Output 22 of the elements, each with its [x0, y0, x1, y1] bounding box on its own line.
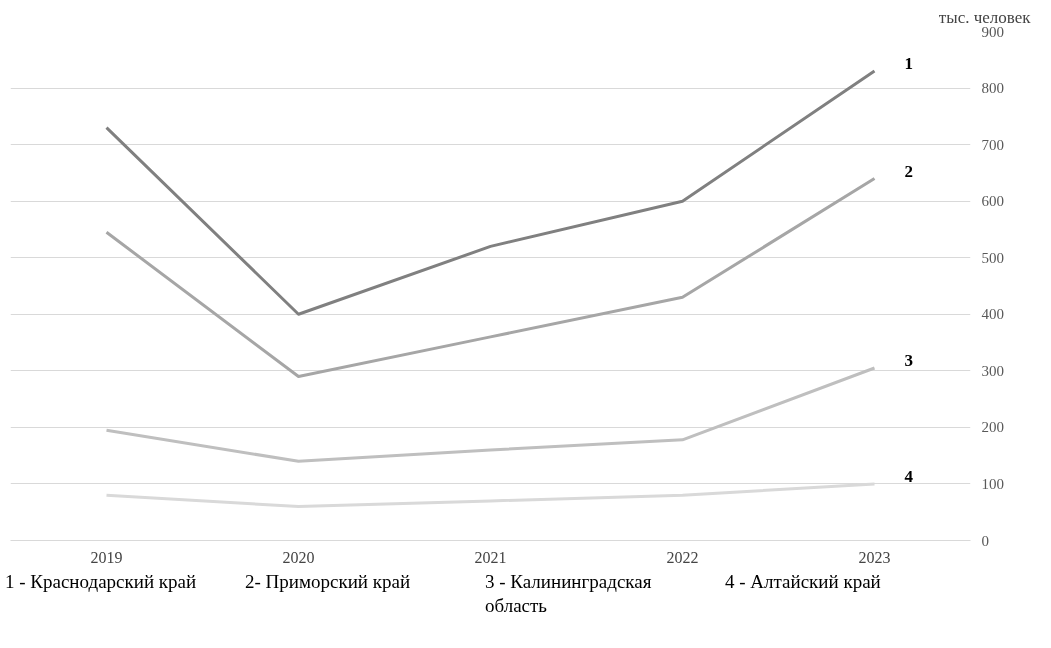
y-tick-label: 300	[981, 362, 1004, 379]
y-tick-label: 400	[981, 306, 1004, 323]
x-tick-label: 2021	[474, 548, 507, 566]
x-tick-label: 2019	[90, 548, 123, 566]
text: 2- Приморский край	[245, 570, 411, 594]
annotation: 2	[904, 161, 913, 181]
y-tick-label: 600	[981, 193, 1004, 210]
annotation: 1	[904, 54, 913, 74]
annotation: 3	[904, 351, 913, 371]
x-tick-label: 2023	[858, 548, 891, 566]
text: 4 - Алтайский край	[725, 570, 881, 594]
y-tick-label: 700	[981, 136, 1004, 153]
annotation: 4	[904, 466, 914, 486]
y-tick-label: 200	[981, 419, 1004, 436]
y-tick-label: 0	[981, 532, 989, 549]
text: 3 - Калининградская область	[485, 570, 653, 618]
x-tick-label: 2022	[666, 548, 699, 566]
x-tick-label: 2020	[282, 548, 315, 566]
text: 1 - Краснодарский край	[5, 570, 197, 594]
y-tick-label: 100	[981, 475, 1004, 492]
y-tick-label: 800	[981, 80, 1004, 97]
y-tick-label: 500	[981, 249, 1004, 266]
